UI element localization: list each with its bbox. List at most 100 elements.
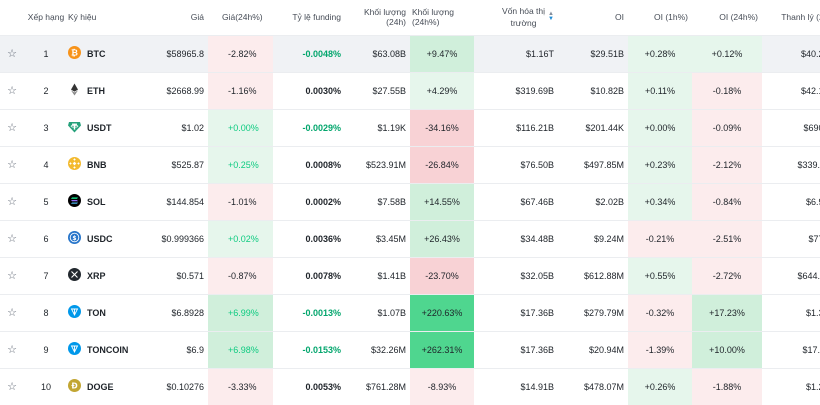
price-change-cell: -1.16%: [208, 72, 273, 109]
favorite-cell[interactable]: ☆: [0, 72, 24, 109]
header-funding[interactable]: Tỷ lệ funding: [292, 12, 341, 23]
volume-cell: $27.55B: [372, 85, 406, 96]
favorite-cell[interactable]: ☆: [0, 331, 24, 368]
price-cell: $6.9: [186, 344, 204, 355]
header-volume[interactable]: Khối lượng (24h): [364, 7, 406, 28]
sol-icon: [68, 194, 81, 209]
table-row[interactable]: ☆ 10 Ð DOGE $0.10276 -3.33% 0.0053% $761.28M -8.…: [0, 368, 820, 405]
favorite-cell[interactable]: ☆: [0, 35, 24, 72]
rank-cell: 6: [43, 233, 49, 244]
oi-cell: $2.02B: [595, 196, 624, 207]
favorite-cell[interactable]: ☆: [0, 257, 24, 294]
rank-cell: 9: [43, 344, 49, 355]
liquidation-cell: $1.27M: [805, 381, 820, 392]
header-liquidation[interactable]: Thanh lý (24h): [781, 12, 820, 23]
symbol-cell[interactable]: XRP: [68, 257, 138, 294]
funding-cell: -0.0029%: [302, 122, 341, 133]
header-market-cap[interactable]: Vốn hóa thị trường ▲ ▼: [474, 0, 558, 35]
funding-cell: -0.0013%: [302, 307, 341, 318]
funding-cell: -0.0048%: [302, 48, 341, 59]
price-change-cell: +6.99%: [208, 294, 273, 331]
header-oi[interactable]: OI: [615, 12, 624, 23]
table-row[interactable]: ☆ 5 SOL $144.854 -1.01% 0.0002% $7.58B +14.55% $…: [0, 183, 820, 220]
symbol-cell[interactable]: TONCOIN: [68, 331, 138, 368]
symbol-cell[interactable]: ETH: [68, 72, 138, 109]
symbol-label: TON: [87, 307, 106, 318]
star-outline-icon[interactable]: ☆: [7, 307, 17, 319]
volume-cell: $761.28M: [365, 381, 406, 392]
table-row[interactable]: ☆ 8 TON $6.8928 +6.99% -0.0013% $1.07B +220.63%…: [0, 294, 820, 331]
favorite-cell[interactable]: ☆: [0, 109, 24, 146]
btc-icon: ₿: [68, 46, 81, 61]
header-symbol[interactable]: Ký hiệu: [68, 12, 97, 23]
star-outline-icon[interactable]: ☆: [7, 344, 17, 356]
star-outline-icon[interactable]: ☆: [7, 48, 17, 60]
volume-change-cell: +9.47%: [410, 35, 474, 72]
header-market-cap-line1: Vốn hóa thị: [502, 6, 546, 17]
rank-cell: 10: [40, 381, 51, 392]
star-outline-icon[interactable]: ☆: [7, 381, 17, 394]
funding-cell: 0.0008%: [305, 159, 341, 170]
symbol-cell[interactable]: Ð DOGE: [68, 368, 138, 405]
favorite-cell[interactable]: ☆: [0, 146, 24, 183]
favorite-cell[interactable]: ☆: [0, 294, 24, 331]
table-row[interactable]: ☆ 6 $ USDC $0.999366 +0.02% 0.0036% $3.45M +26.4…: [0, 220, 820, 257]
table-row[interactable]: ☆ 4 BNB $525.87 +0.25% 0.0008% $523.91M -26.84%…: [0, 146, 820, 183]
usdt-icon: [68, 120, 81, 135]
symbol-label: XRP: [87, 270, 106, 281]
symbol-cell[interactable]: BNB: [68, 146, 138, 183]
oi-24h-cell: -2.72%: [692, 257, 762, 294]
header-price-change[interactable]: Giá(24h%): [222, 12, 263, 23]
rank-cell: 4: [43, 159, 49, 170]
liquidation-cell: $17.79K: [802, 344, 820, 355]
liquidation-cell: $40.20M: [800, 48, 820, 59]
volume-change-cell: -23.70%: [410, 257, 474, 294]
symbol-label: TONCOIN: [87, 344, 129, 355]
star-outline-icon[interactable]: ☆: [7, 122, 17, 134]
table-row[interactable]: ☆ 2 ETH $2668.99 -1.16% 0.0030% $27.55B +4.29% $…: [0, 72, 820, 109]
star-outline-icon[interactable]: ☆: [7, 233, 17, 245]
oi-24h-cell: -1.88%: [692, 368, 762, 405]
header-volume-change[interactable]: Khối lượng (24h%): [412, 7, 454, 28]
symbol-cell[interactable]: TON: [68, 294, 138, 331]
star-outline-icon[interactable]: ☆: [7, 85, 17, 97]
market-cap-cell: $319.69B: [515, 85, 554, 96]
oi-cell: $497.85M: [583, 159, 624, 170]
table-row[interactable]: ☆ 7 XRP $0.571 -0.87% 0.0078% $1.41B -23.70% $32…: [0, 257, 820, 294]
svg-text:$: $: [72, 235, 76, 242]
header-oi-24h[interactable]: OI (24h%): [719, 12, 758, 23]
star-outline-icon[interactable]: ☆: [7, 196, 17, 208]
funding-cell: 0.0036%: [305, 233, 341, 244]
market-cap-cell: $116.21B: [516, 122, 554, 133]
price-cell: $6.8928: [171, 307, 204, 318]
favorite-cell[interactable]: ☆: [0, 368, 24, 405]
doge-icon: Ð: [68, 379, 81, 394]
volume-cell: $63.08B: [372, 48, 406, 59]
table-row[interactable]: ☆ 3 USDT $1.02 +0.00% -0.0029% $1.19K -34.16% $1…: [0, 109, 820, 146]
star-outline-icon[interactable]: ☆: [7, 270, 17, 282]
oi-1h-cell: +0.28%: [628, 35, 692, 72]
oi-cell: $478.07M: [583, 381, 624, 392]
volume-change-cell: +262.31%: [410, 331, 474, 368]
symbol-cell[interactable]: ₿ BTC: [68, 35, 138, 72]
sort-arrows-icon[interactable]: ▲ ▼: [548, 11, 554, 23]
rank-cell: 5: [43, 196, 49, 207]
symbol-cell[interactable]: SOL: [68, 183, 138, 220]
rank-cell: 3: [43, 122, 49, 133]
favorite-cell[interactable]: ☆: [0, 220, 24, 257]
symbol-cell[interactable]: USDT: [68, 109, 138, 146]
oi-cell: $201.44K: [585, 122, 624, 133]
oi-1h-cell: -1.39%: [628, 331, 692, 368]
oi-1h-cell: +0.00%: [628, 109, 692, 146]
header-rank[interactable]: Xếp hạng: [27, 12, 65, 23]
header-price[interactable]: Giá: [190, 12, 204, 23]
symbol-cell[interactable]: $ USDC: [68, 220, 138, 257]
table-row[interactable]: ☆ 9 TONCOIN $6.9 +6.98% -0.0153% $32.26M +262.3…: [0, 331, 820, 368]
table-row[interactable]: ☆ 1 ₿ BTC $58965.8 -2.82% -0.0048% $63.08B +9.47…: [0, 35, 820, 72]
price-cell: $525.87: [171, 159, 204, 170]
liquidation-cell: $6.91M: [805, 196, 820, 207]
header-oi-1h[interactable]: OI (1h%): [653, 12, 688, 23]
table-body: ☆ 1 ₿ BTC $58965.8 -2.82% -0.0048% $63.08B +9.47…: [0, 35, 820, 405]
favorite-cell[interactable]: ☆: [0, 183, 24, 220]
star-outline-icon[interactable]: ☆: [7, 159, 17, 171]
